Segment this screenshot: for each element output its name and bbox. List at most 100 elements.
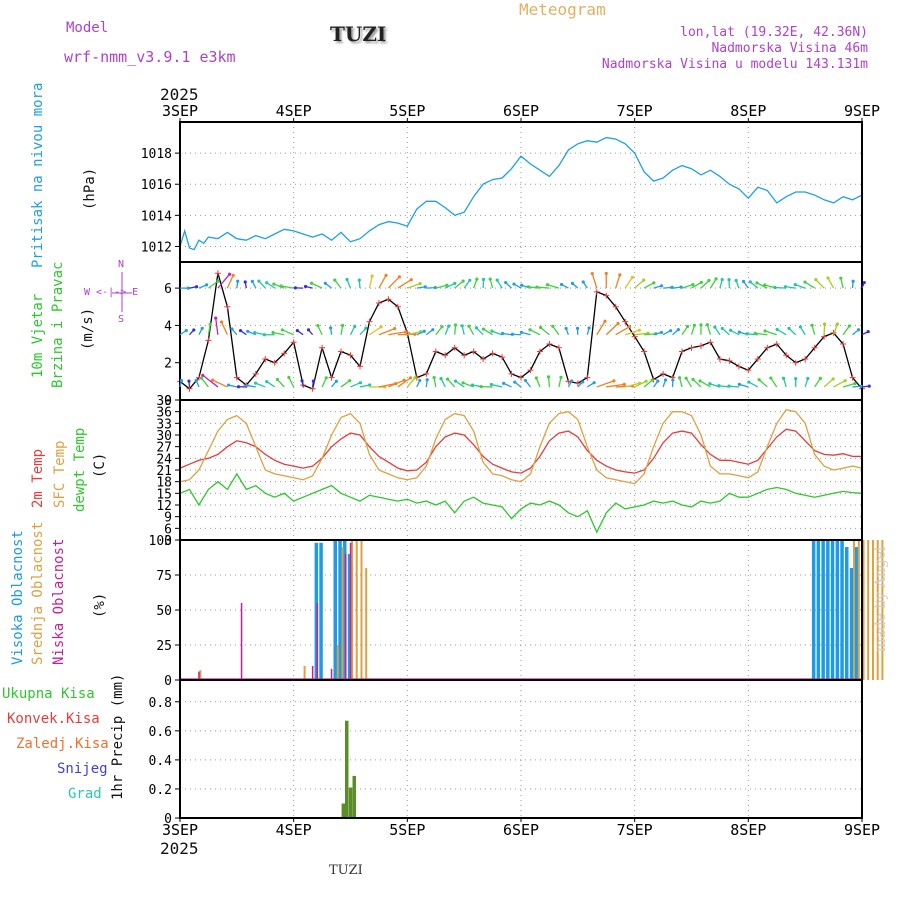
wind-arrow-head — [303, 284, 308, 289]
compass-n: N — [118, 259, 125, 270]
wind-speed-marker — [499, 354, 506, 361]
wind-arrow-head — [551, 324, 555, 328]
model-elevation-label: Nadmorska Visina u modelu 143.131m — [601, 57, 868, 72]
wind-speed-marker — [290, 339, 297, 346]
wind-arrow-head — [677, 376, 682, 380]
x-tick-label-bottom: 4SEP — [276, 821, 312, 839]
wind-direction-arrow — [321, 377, 327, 388]
wind-arrow-head — [409, 278, 413, 282]
wind-arrow-head — [431, 328, 435, 332]
wind-direction-arrow — [625, 382, 640, 388]
wind-arrow-head — [257, 279, 261, 283]
wind-arrow-head — [231, 273, 235, 277]
temperature-y-tick-label: 6 — [164, 522, 172, 537]
wind-direction-arrow — [359, 384, 370, 388]
wind-direction-arrow — [833, 380, 846, 388]
wind-arrow-head — [753, 331, 757, 335]
wind-arrow-head — [309, 281, 314, 285]
wind-direction-arrow — [282, 329, 294, 336]
wind-arrow-head — [519, 330, 524, 334]
wind-arrow-head — [737, 382, 741, 386]
wind-direction-arrow — [634, 332, 649, 336]
wind-arrow-head — [474, 326, 479, 330]
wind-direction-arrow — [215, 317, 219, 335]
wind-arrow-head — [334, 379, 338, 383]
wind-arrow-head — [806, 376, 810, 381]
temperature-y-tick-label: 30 — [156, 429, 172, 444]
wind-arrow-head — [642, 278, 646, 282]
cloud-bar-high — [314, 542, 319, 680]
wind-arrow-head — [445, 283, 449, 287]
wind-arrow-head — [425, 378, 429, 382]
temperature-y-tick-label: 9 — [164, 511, 172, 526]
wind-direction-arrow — [823, 378, 834, 388]
cloud-bar-low — [198, 671, 200, 680]
wind-arrow-head — [630, 275, 634, 279]
x-tick-label-bottom: 3SEP — [162, 821, 198, 839]
cloud-bar-high — [826, 540, 830, 680]
wind-direction-arrow — [558, 377, 562, 388]
wind-arrow-head — [814, 278, 818, 282]
wind-direction-arrow — [615, 274, 621, 289]
wind-direction-arrow — [815, 279, 825, 289]
wind-arrow-head — [587, 326, 591, 330]
cloud-bar-mid — [867, 540, 870, 680]
wind-arrow-head — [818, 376, 822, 380]
credit-label: made by Angel — [873, 546, 889, 653]
wind-arrow-head — [741, 279, 746, 284]
wind-arrow-head — [856, 328, 861, 332]
wind-arrow-head — [757, 378, 761, 382]
wind-arrow-head — [453, 323, 458, 327]
series-line-sfc-temp — [179, 408, 863, 485]
wind-arrow-head — [862, 280, 866, 285]
wind-arrow-head — [637, 328, 641, 332]
wind-arrow-head — [691, 282, 695, 287]
cloud-bar-high — [319, 542, 323, 680]
wind-direction-arrow — [463, 279, 471, 289]
wind-arrow-head — [581, 280, 585, 284]
wind-direction-arrow — [699, 380, 711, 388]
wind-arrow-head — [590, 271, 594, 276]
wind-speed-marker — [489, 350, 496, 357]
wind-direction-arrow — [840, 278, 844, 289]
wind-arrow-head — [734, 278, 738, 283]
wind-arrow-head — [392, 327, 397, 331]
wind-arrow-head — [867, 384, 871, 388]
wind-direction-arrow — [317, 325, 323, 335]
x-tick-label-bottom: 9SEP — [844, 821, 880, 839]
precip-hail-label: Grad — [68, 786, 102, 802]
cloud-bar-low — [316, 603, 319, 680]
wind-speed-marker — [546, 341, 553, 348]
wind-direction-arrow — [605, 323, 619, 336]
temp-2m-label: 2m Temp — [30, 448, 46, 508]
wind-direction-arrow — [606, 383, 625, 388]
compass-we: W <-|-> E — [84, 287, 139, 298]
wind-speed-marker — [328, 374, 335, 381]
wind-direction-arrow — [378, 382, 396, 388]
wind-arrow-head — [793, 282, 797, 287]
precip-y-tick-label: 0.4 — [149, 754, 173, 769]
wind-arrow-head — [490, 329, 494, 333]
wind-arrow-head — [669, 329, 673, 333]
wind-arrow-head — [504, 280, 508, 285]
wind-arrow-head — [208, 322, 212, 326]
year-bottom: 2025 — [160, 839, 199, 858]
wind-arrow-head — [546, 375, 551, 379]
wind-direction-arrow — [529, 329, 541, 336]
wind-arrow-head — [755, 281, 759, 285]
pressure-label: Pritisak na nivou mora — [30, 82, 46, 268]
wind-arrow-head — [513, 380, 517, 384]
wind-arrow-head — [698, 379, 702, 383]
wind-arrow-head — [422, 329, 426, 333]
wind-direction-arrow — [624, 329, 640, 336]
wind-arrow-head — [847, 324, 851, 328]
wind-direction-arrow — [615, 326, 630, 336]
cloud-bar-mid — [872, 540, 874, 680]
wind-arrow-head — [184, 328, 188, 333]
wind-speed-marker — [356, 363, 363, 370]
wind-direction-arrow — [748, 381, 759, 388]
wind-direction-arrow — [624, 276, 633, 289]
wind-arrow-head — [324, 376, 328, 380]
wind-direction-arrow — [447, 378, 456, 388]
wind-arrow-head — [663, 378, 668, 382]
